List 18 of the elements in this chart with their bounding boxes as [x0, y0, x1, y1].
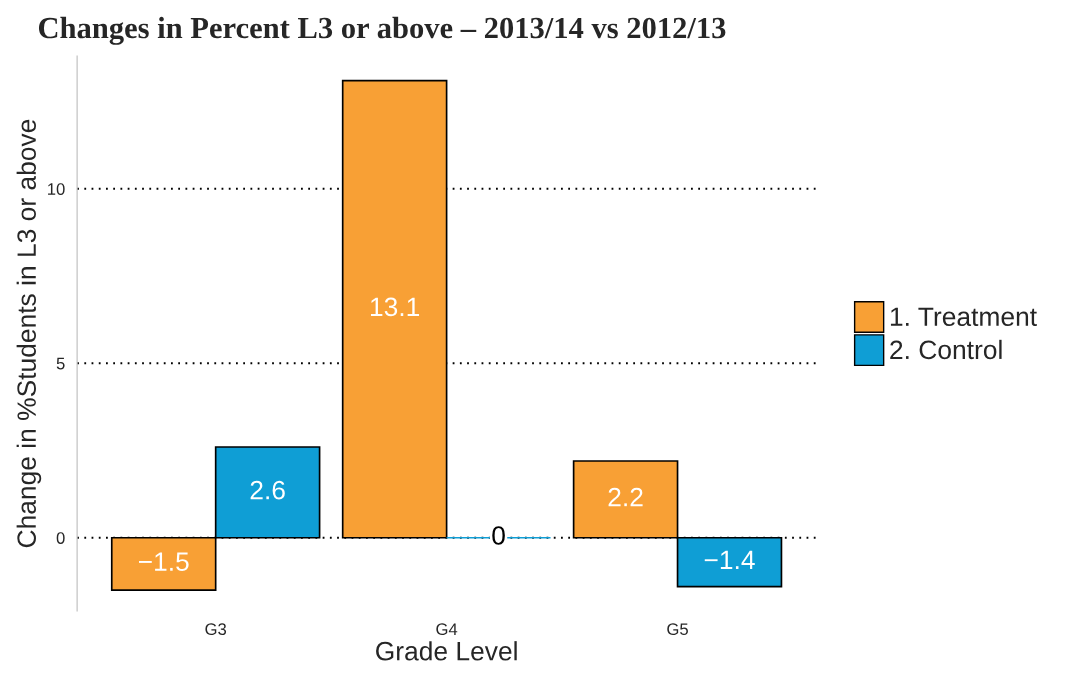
x-tick-label: G5 — [667, 623, 688, 636]
data-label: 13.1 — [370, 297, 420, 317]
x-tick-label: G4 — [436, 623, 458, 636]
x-axis-title: Grade Level — [376, 641, 517, 661]
data-label: −1.5 — [138, 552, 189, 571]
chart-title: Changes in Percent L3 or above – 2013/14 vs 2012/13 — [38, 16, 726, 45]
x-tick-label: G3 — [205, 623, 227, 636]
y-tick-label: 5 — [56, 357, 65, 370]
bar — [341, 79, 448, 539]
data-label: 2.2 — [608, 487, 643, 507]
data-label: 0 — [492, 526, 505, 545]
legend-label: 1. Treatment — [890, 307, 1037, 327]
y-axis-title: Change in %Students in L3 or above — [16, 119, 42, 548]
y-tick-label: 10 — [48, 183, 65, 195]
data-label: 2.6 — [250, 480, 285, 500]
y-tick-label: 0 — [56, 532, 65, 544]
data-label: −1.4 — [704, 550, 755, 569]
legend-label: 2. Control — [890, 339, 1002, 360]
